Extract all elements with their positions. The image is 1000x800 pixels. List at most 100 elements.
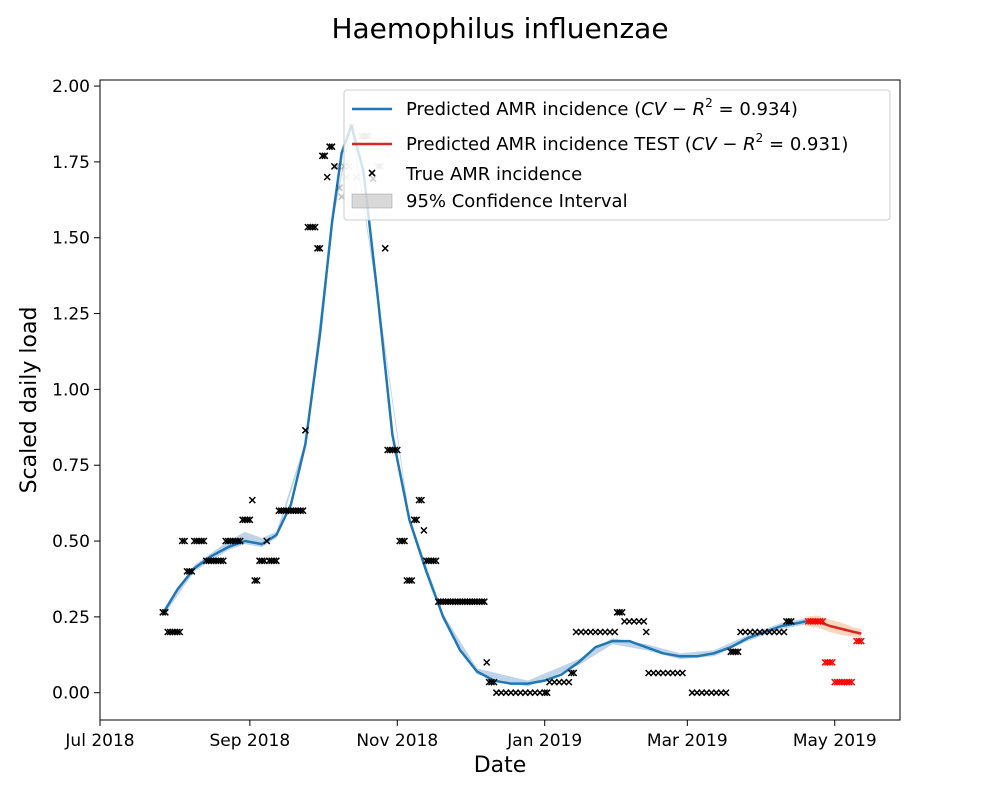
true-incidence-point [478, 598, 486, 606]
true-incidence-point [188, 567, 196, 575]
y-tick-label: 0.00 [52, 684, 90, 704]
true-incidence-point [197, 537, 206, 545]
legend-band-label: 95% Confidence Interval [406, 191, 628, 212]
true-incidence-point [263, 537, 271, 545]
true-incidence-point [391, 446, 399, 454]
true-incidence-point [413, 516, 421, 524]
true-incidence-point [785, 617, 793, 625]
true-incidence-point-faded [335, 184, 343, 192]
legend-test-label: Predicted AMR incidence TEST (CV − R2 = … [406, 131, 848, 155]
true-incidence-test-point [819, 617, 827, 625]
y-tick-label: 1.50 [52, 229, 90, 249]
legend-train-label: Predicted AMR incidence (CV − R2 = 0.934… [406, 96, 798, 120]
true-incidence-point [159, 608, 167, 616]
x-tick-label: Jul 2018 [64, 731, 134, 751]
true-incidence-point [270, 557, 278, 565]
true-incidence-test-point [845, 678, 853, 686]
true-incidence-point [567, 669, 575, 677]
true-incidence-point [381, 244, 389, 252]
true-incidence-test-point [826, 658, 834, 666]
true-incidence-point [393, 446, 401, 454]
x-axis-label: Date [474, 753, 527, 778]
true-incidence-point [732, 648, 740, 656]
true-incidence-point-faded [333, 162, 341, 170]
true-incidence-point [219, 557, 227, 565]
true-incidence-test-point [857, 637, 865, 645]
x-tick-label: May 2019 [793, 731, 877, 751]
true-incidence-point [420, 526, 428, 534]
y-axis: 0.00 0.25 0.50 0.75 1.00 1.25 1.50 1.75 2.00 [52, 77, 100, 704]
true-incidence-point [487, 678, 496, 686]
true-incidence-point [181, 537, 189, 545]
true-incidence-point [483, 658, 491, 666]
true-incidence-point [541, 689, 549, 697]
y-tick-label: 0.75 [52, 456, 90, 476]
true-incidence-point [258, 557, 266, 565]
true-incidence-point [398, 537, 406, 545]
true-incidence-point [243, 516, 251, 524]
true-incidence-point [318, 152, 326, 160]
true-incidence-point [543, 689, 551, 697]
legend-box [343, 89, 891, 221]
plot-frame [99, 79, 901, 721]
true-incidence-point [316, 244, 324, 252]
chart-title: Haemophilus influenzae [331, 12, 668, 45]
y-tick-label: 2.00 [52, 77, 90, 97]
true-incidence-point [400, 537, 409, 545]
true-incidence-point [326, 143, 334, 151]
true-incidence-point [236, 537, 244, 545]
true-incidence-point [565, 678, 573, 686]
x-tick-label: Jan 2019 [506, 731, 582, 751]
true-incidence-point [178, 537, 186, 545]
true-incidence-point [328, 143, 336, 151]
true-incidence-point [185, 567, 193, 575]
true-incidence-point [313, 244, 322, 252]
legend-true-label: True AMR incidence [405, 164, 582, 185]
legend-band-swatch [351, 193, 393, 209]
true-incidence-point [570, 669, 578, 677]
true-incidence-point [780, 628, 788, 636]
true-incidence-point [787, 617, 795, 625]
true-incidence-test-point [848, 678, 856, 686]
true-incidence-point [234, 537, 242, 545]
y-axis-label: Scaled daily load [17, 307, 42, 494]
y-tick-label: 0.25 [52, 608, 90, 628]
true-incidence-point [321, 152, 329, 160]
legend: Predicted AMR incidence (CV − R2 = 0.934… [343, 89, 891, 221]
true-incidence-point [330, 162, 338, 170]
true-incidence-point [618, 608, 626, 616]
true-incidence-point [734, 648, 742, 656]
true-incidence-point [640, 617, 648, 625]
x-tick-label: Nov 2018 [356, 731, 438, 751]
true-incidence-point [611, 628, 619, 636]
legend-marker-swatch [368, 169, 376, 177]
true-incidence-point [253, 576, 261, 585]
true-incidence-point [246, 516, 254, 524]
y-tick-label: 1.00 [52, 380, 90, 400]
true-incidence-point [323, 173, 331, 181]
true-incidence-point [248, 496, 256, 504]
true-incidence-point [616, 608, 624, 616]
true-incidence-point [417, 496, 426, 504]
true-incidence-point [490, 678, 498, 686]
true-incidence-test-point [855, 637, 863, 645]
y-tick-label: 1.75 [52, 153, 90, 173]
true-incidence-point [176, 628, 184, 636]
true-incidence-point [429, 557, 438, 565]
true-incidence-point [173, 628, 181, 636]
true-incidence-point [217, 557, 225, 565]
true-incidence-point [432, 557, 440, 565]
true-incidence-point [301, 426, 309, 434]
true-incidence-point [642, 628, 650, 636]
true-incidence-point [405, 576, 413, 585]
true-incidence-point [309, 223, 317, 231]
true-incidence-point [410, 516, 418, 524]
true-incidence-point [408, 576, 416, 585]
true-incidence-point [311, 223, 319, 231]
true-incidence-point [272, 557, 280, 565]
true-incidence-point [415, 496, 423, 504]
x-axis: Jul 2018 Sep 2018 Nov 2018 Jan 2019 Mar 2019… [64, 720, 877, 751]
y-tick-label: 1.25 [52, 305, 90, 325]
true-incidence-point [297, 507, 305, 515]
